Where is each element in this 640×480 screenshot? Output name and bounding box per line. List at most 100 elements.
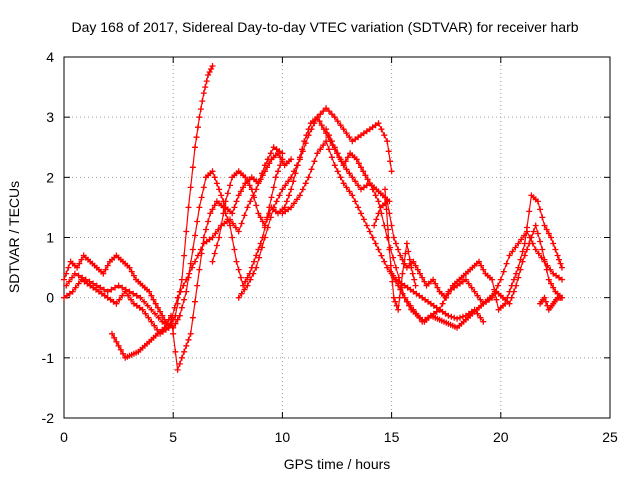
data-point [351,194,354,197]
data-point [552,302,554,305]
data-point [277,152,279,155]
data-point [491,278,493,281]
data-point [69,260,72,263]
data-point [403,284,406,287]
data-point [524,242,526,245]
data-point [218,236,220,239]
data-point [96,284,98,287]
series-trace-12 [537,294,565,313]
data-point [417,314,419,317]
axis-ticks: 0 5 10 15 20 25 -2 -1 0 1 2 3 4 [42,49,618,445]
data-point [386,236,389,239]
data-point [185,278,188,281]
data-point [161,314,164,317]
data-point [124,290,126,293]
data-point [469,314,472,317]
series-line [373,194,563,311]
data-point [148,290,150,293]
series-line [65,152,292,329]
y-tick-label: 3 [46,109,54,125]
data-point [473,290,476,293]
data-point [362,170,365,173]
data-point [176,369,179,371]
data-point [484,272,487,275]
data-point [471,266,474,269]
series-markers [61,63,216,331]
data-point [242,284,244,287]
data-point [135,278,137,281]
data-point [246,206,249,209]
data-point [478,260,480,263]
x-tick-label: 10 [275,429,291,445]
data-point [106,290,109,293]
data-point [231,212,233,215]
data-point [198,116,201,118]
y-tick-label: 0 [46,290,54,306]
data-point [85,278,87,281]
data-point [299,158,301,161]
data-point [63,278,65,281]
data-point [534,248,537,251]
data-point [423,320,426,323]
data-point [255,254,257,257]
data-point [189,333,192,335]
data-point [133,302,135,305]
data-point [117,345,120,347]
data-point [508,302,511,305]
data-point [130,354,133,356]
data-point [111,333,113,335]
data-point [89,284,91,287]
data-point [224,200,227,203]
data-point [360,212,362,215]
data-point [229,224,231,227]
data-point [517,266,520,269]
data-point [395,266,397,269]
data-point [554,290,557,293]
data-point [375,188,378,191]
data-point [436,317,439,320]
data-point [281,152,284,155]
data-point [351,140,354,142]
data-point [205,176,207,179]
data-point [495,290,498,293]
data-point [176,296,179,299]
data-point [334,116,336,118]
data-point [211,65,214,67]
y-axis-label: SDTVAR / TECUs [6,181,22,293]
data-point [482,302,485,305]
data-point [89,260,91,263]
data-point [170,314,172,317]
data-point [462,320,465,323]
data-point [406,266,408,269]
data-point [181,278,183,281]
data-point [456,317,458,320]
data-point [548,308,550,311]
data-point [342,164,345,167]
data-point [255,188,257,191]
y-tick-label: 1 [46,230,54,246]
x-tick-label: 5 [169,429,177,445]
data-point [154,302,157,305]
data-point [325,140,327,142]
data-point [194,146,196,149]
data-point [556,296,559,299]
data-point [425,284,428,287]
data-point [290,158,292,161]
data-point [179,314,181,317]
data-point [211,260,214,263]
data-point [456,284,458,287]
data-point [397,308,400,311]
data-point [465,278,467,281]
data-point [102,272,105,275]
data-point [430,314,432,317]
data-point [410,266,413,269]
data-point [386,266,389,269]
y-tick-label: 2 [46,169,54,185]
data-point [502,296,504,299]
data-point [528,242,530,245]
data-point [410,308,413,311]
data-point [264,236,266,239]
data-point [456,327,458,329]
data-point [192,248,194,251]
data-point [530,194,533,197]
